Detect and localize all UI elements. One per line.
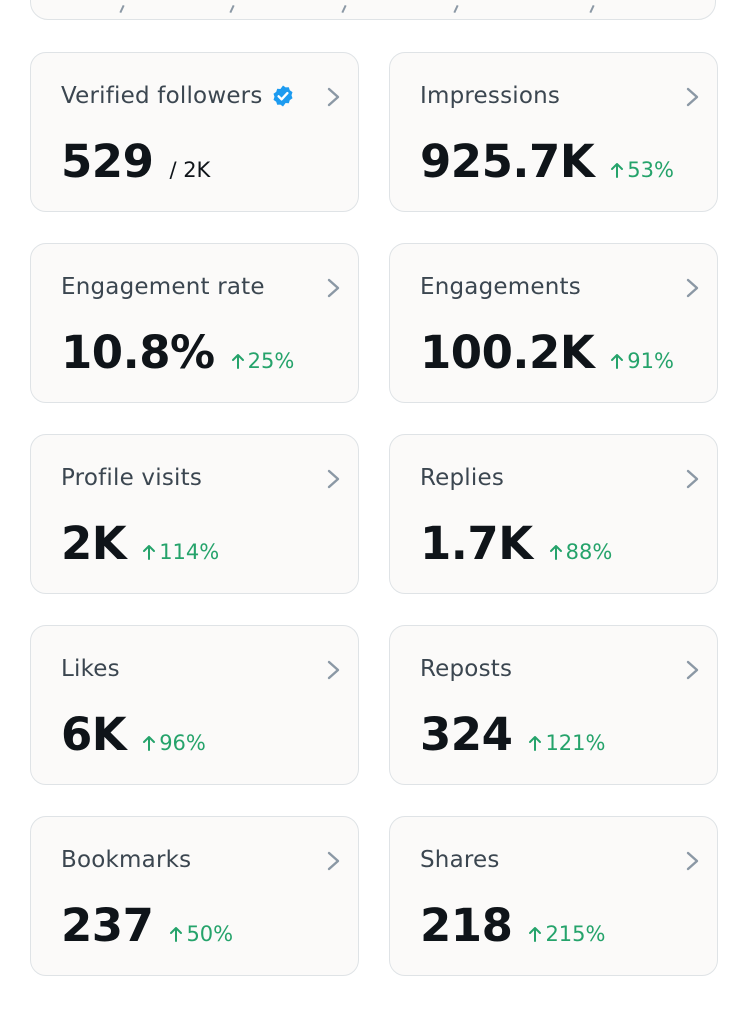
metric-label-row: Engagements <box>420 274 581 300</box>
metric-card-verified-followers[interactable]: Verified followers 529 / 2K <box>30 52 359 212</box>
metric-label: Likes <box>61 656 120 682</box>
metric-change-value: 121% <box>545 731 606 755</box>
chevron-right-icon <box>326 86 342 108</box>
metric-value: 2K <box>61 517 127 570</box>
metric-card-replies[interactable]: Replies 1.7K 88% <box>389 434 718 594</box>
metric-change: 53% <box>610 158 674 182</box>
metrics-grid: Verified followers 529 / 2K Impressions <box>30 52 718 976</box>
arrow-up-icon <box>142 542 156 560</box>
metric-card-profile-visits[interactable]: Profile visits 2K 114% <box>30 434 359 594</box>
metric-value: 6K <box>61 708 127 761</box>
metric-value: 1.7K <box>420 517 533 570</box>
metric-total: / 2K <box>169 158 211 182</box>
metric-card-engagements[interactable]: Engagements 100.2K 91% <box>389 243 718 403</box>
chart-tick <box>119 4 125 14</box>
metric-label-row: Engagement rate <box>61 274 265 300</box>
metric-value-row: 237 50% <box>61 899 233 952</box>
metric-change-value: 50% <box>186 922 234 946</box>
chart-tick <box>589 4 595 14</box>
metric-label-row: Profile visits <box>61 465 202 491</box>
metric-label-row: Bookmarks <box>61 847 191 873</box>
metric-value-row: 2K 114% <box>61 517 219 570</box>
metric-label: Reposts <box>420 656 513 682</box>
metric-label-row: Shares <box>420 847 500 873</box>
metric-value-row: 10.8% 25% <box>61 326 294 379</box>
metric-label: Shares <box>420 847 500 873</box>
arrow-up-icon <box>528 924 542 942</box>
metric-label-row: Replies <box>420 465 504 491</box>
metric-value-row: 218 215% <box>420 899 605 952</box>
chevron-right-icon <box>685 86 701 108</box>
arrow-up-icon <box>528 733 542 751</box>
metric-value-row: 6K 96% <box>61 708 206 761</box>
metric-label: Replies <box>420 465 505 491</box>
chart-tick <box>229 4 235 14</box>
chevron-right-icon <box>326 468 342 490</box>
metric-value: 237 <box>61 899 154 952</box>
metric-change-value: 25% <box>247 349 295 373</box>
metric-value: 10.8% <box>61 326 215 379</box>
chevron-right-icon <box>685 850 701 872</box>
metric-change-value: 114% <box>159 540 220 564</box>
metric-label: Bookmarks <box>61 847 192 873</box>
chevron-right-icon <box>685 277 701 299</box>
metric-change-value: 96% <box>159 731 206 755</box>
metric-change: 96% <box>142 731 206 755</box>
metric-change-value: 88% <box>565 540 613 564</box>
previous-card-partial[interactable] <box>30 0 716 20</box>
chevron-right-icon <box>326 850 342 872</box>
arrow-up-icon <box>610 160 624 178</box>
metric-change-value: 91% <box>627 349 674 373</box>
metric-value: 925.7K <box>420 135 595 188</box>
metric-value: 218 <box>420 899 513 952</box>
metric-value: 324 <box>420 708 513 761</box>
metric-label: Profile visits <box>61 465 203 491</box>
chevron-right-icon <box>685 659 701 681</box>
chart-tick <box>341 4 347 14</box>
metric-card-reposts[interactable]: Reposts 324 121% <box>389 625 718 785</box>
chart-tick <box>453 4 459 14</box>
metric-change: 50% <box>169 922 233 946</box>
metric-change: 114% <box>142 540 219 564</box>
chevron-right-icon <box>685 468 701 490</box>
metric-value-row: 925.7K 53% <box>420 135 674 188</box>
metric-change: 91% <box>610 349 674 373</box>
arrow-up-icon <box>142 733 156 751</box>
arrow-up-icon <box>231 351 245 369</box>
metric-label-row: Impressions <box>420 83 560 109</box>
metric-card-shares[interactable]: Shares 218 215% <box>389 816 718 976</box>
metric-value: 529 <box>61 135 154 188</box>
metric-change: 121% <box>528 731 605 755</box>
metric-change-value: 53% <box>627 158 674 182</box>
verified-badge-icon <box>271 84 295 108</box>
metric-change: 215% <box>528 922 605 946</box>
metric-card-likes[interactable]: Likes 6K 96% <box>30 625 359 785</box>
arrow-up-icon <box>610 351 624 369</box>
metric-value: 100.2K <box>420 326 595 379</box>
metric-card-engagement-rate[interactable]: Engagement rate 10.8% 25% <box>30 243 359 403</box>
metric-label-row: Verified followers <box>61 83 295 109</box>
metric-change-value: 215% <box>545 922 606 946</box>
arrow-up-icon <box>549 542 563 560</box>
metric-card-impressions[interactable]: Impressions 925.7K 53% <box>389 52 718 212</box>
metric-label: Engagement rate <box>61 274 265 300</box>
metric-label: Engagements <box>420 274 581 300</box>
arrow-up-icon <box>169 924 183 942</box>
metric-value-row: 100.2K 91% <box>420 326 674 379</box>
metric-label: Verified followers <box>61 83 263 109</box>
metric-label: Impressions <box>420 83 561 109</box>
metric-change: 88% <box>549 540 613 564</box>
metric-label-row: Likes <box>61 656 120 682</box>
metric-label-row: Reposts <box>420 656 512 682</box>
metric-value-row: 529 / 2K <box>61 135 210 188</box>
chevron-right-icon <box>326 659 342 681</box>
metric-value-row: 1.7K 88% <box>420 517 612 570</box>
chevron-right-icon <box>326 277 342 299</box>
metric-change: 25% <box>231 349 295 373</box>
metric-value-row: 324 121% <box>420 708 605 761</box>
metric-card-bookmarks[interactable]: Bookmarks 237 50% <box>30 816 359 976</box>
